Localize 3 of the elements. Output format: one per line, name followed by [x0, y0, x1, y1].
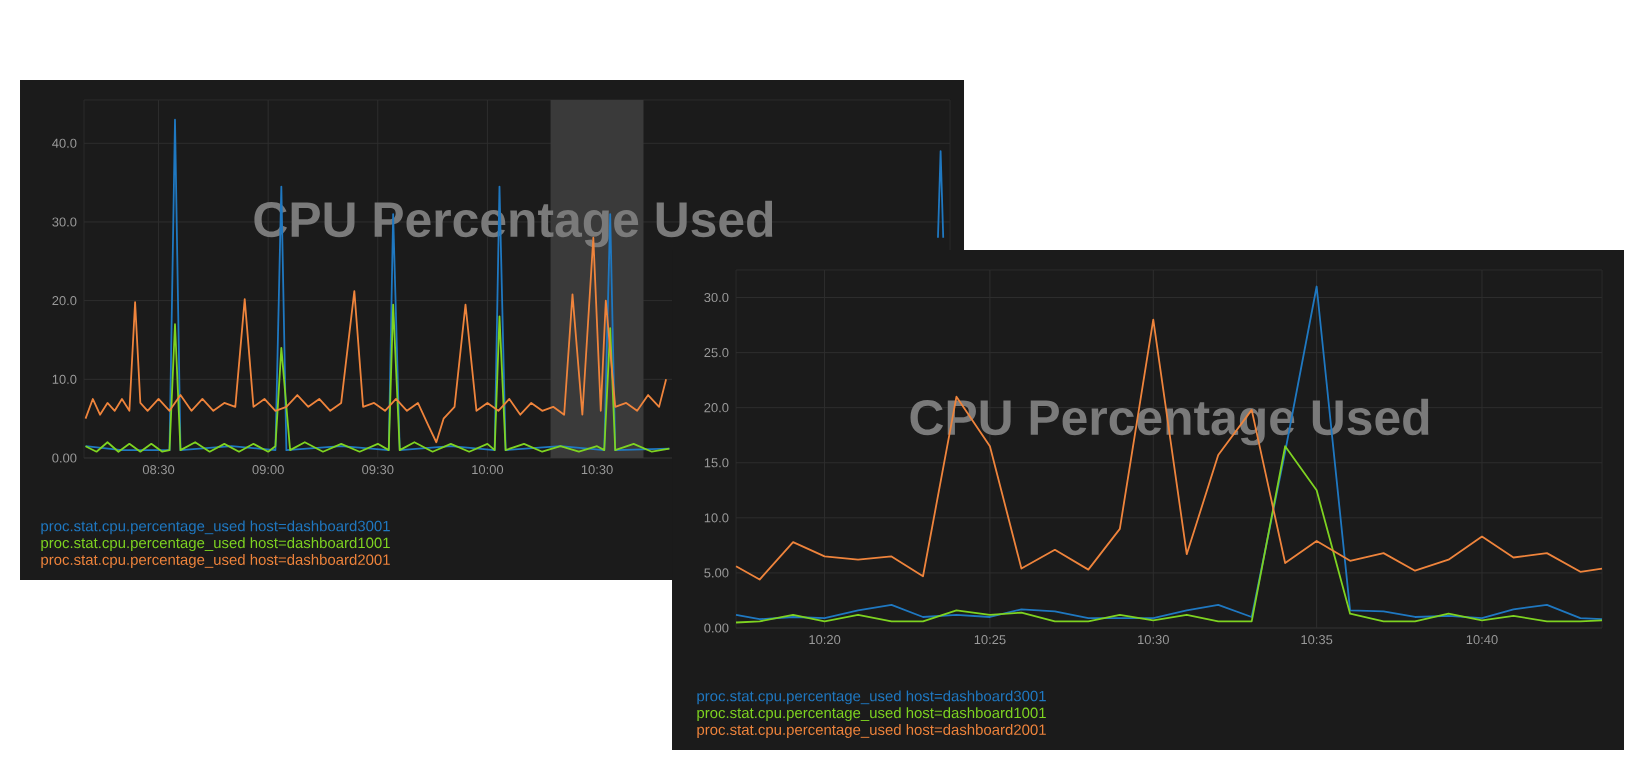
line-series [735, 318, 1603, 581]
line-series [735, 445, 1603, 624]
line-series [84, 303, 671, 453]
